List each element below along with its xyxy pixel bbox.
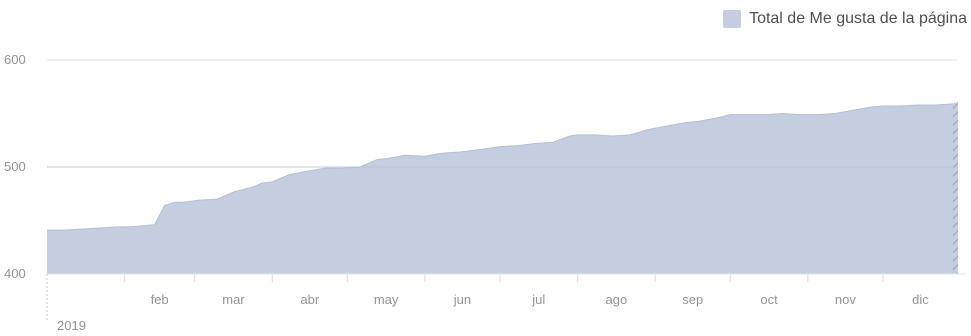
legend-swatch [723,10,742,28]
x-tick-label: feb [151,292,169,307]
x-year-label: 2019 [57,318,86,333]
x-tick-label: may [374,292,399,307]
legend-label: Total de Me gusta de la página [749,10,967,27]
legend[interactable]: Total de Me gusta de la página [723,10,967,28]
x-tick-label: mar [222,292,245,307]
x-tick-label: nov [835,292,856,307]
y-tick-label: 500 [4,159,26,174]
series-line [47,102,959,231]
series-area [47,102,958,274]
x-tick-label: oct [760,292,778,307]
x-tick-label: jul [531,292,545,307]
x-tick-label: sep [682,292,703,307]
x-tick-label: ago [606,292,628,307]
x-tick-label: jun [453,292,471,307]
y-tick-label: 400 [4,266,26,281]
y-tick-label: 600 [4,52,26,67]
x-tick-label: dic [912,292,929,307]
x-tick-label: abr [300,292,319,307]
series-partial-hatch [952,102,958,274]
